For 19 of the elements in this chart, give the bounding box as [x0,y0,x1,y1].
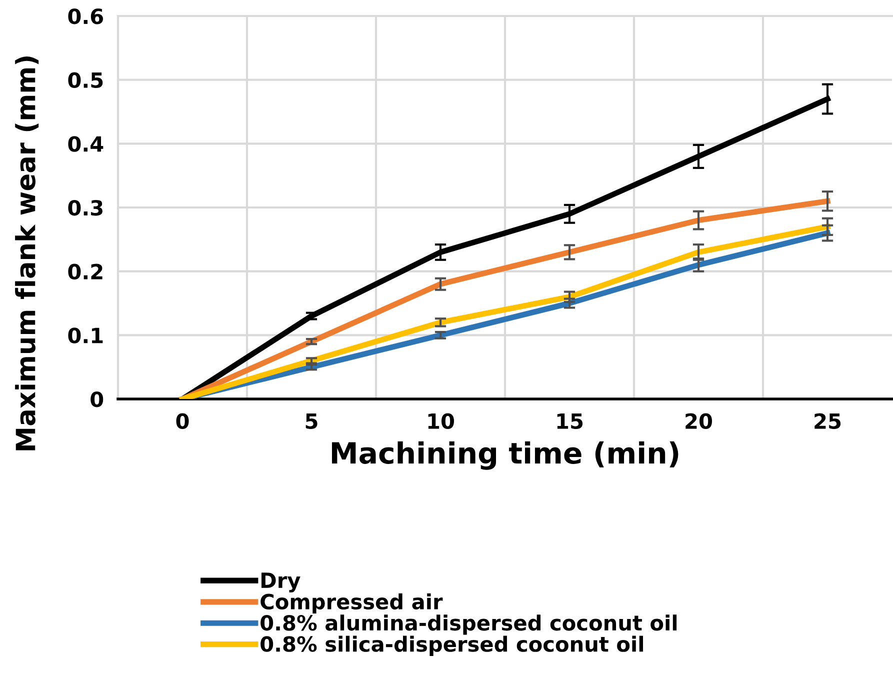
y-tick-label: 0.2 [68,264,102,280]
x-tick-label: 0 [176,413,189,430]
x-tick-label: 25 [814,413,841,430]
legend-label: 0.8% alumina-dispersed coconut oil [260,614,677,635]
y-tick-label: 0.3 [68,200,102,216]
legend-label: Dry [261,572,300,592]
x-tick-label: 5 [306,414,318,430]
x-tick-label: 10 [428,413,454,430]
legend-label: 0.8% silica-dispersed coconut oil [260,636,644,656]
y-tick-label: 0.5 [68,72,103,88]
y-tick-label: 0.1 [68,328,103,344]
x-tick-label: 15 [557,414,583,430]
y-tick-label: 0.6 [68,8,103,24]
x-axis-title: Machining time (min) [332,441,678,470]
x-tick-label: 20 [686,413,712,430]
y-axis-title: Maximum flank wear (mm) [15,56,39,450]
y-tick-label: 0 [90,391,104,408]
y-tick-label: 0.4 [68,136,104,152]
legend-label: Compressed air [260,593,443,614]
